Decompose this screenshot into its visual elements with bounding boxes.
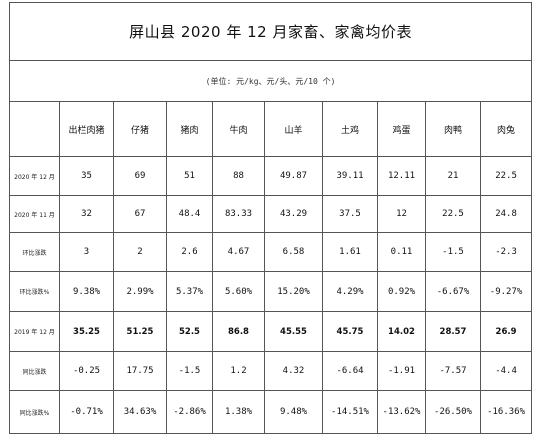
price-cell: 17.75	[113, 351, 167, 391]
price-cell: 6.58	[264, 232, 323, 272]
price-cell: 4.67	[212, 232, 265, 272]
price-cell: 22.5	[479, 156, 533, 196]
row-label: 2019 年 12 月	[9, 311, 60, 352]
price-cell: 48.4	[166, 195, 213, 233]
table-title: 屏山县 2020 年 12 月家畜、家禽均价表	[8, 2, 533, 61]
column-header: 鸡蛋	[377, 101, 426, 157]
price-cell: 1.61	[322, 232, 378, 272]
price-cell: 15.20%	[264, 271, 323, 312]
price-cell: 35	[59, 156, 114, 196]
table-row: 环比涨跌 3 2 2.6 4.67 6.58 1.61 0.11 -1.5 -2.3	[9, 232, 533, 272]
row-label: 2020 年 11 月	[9, 195, 60, 233]
column-header: 土鸡	[322, 101, 378, 157]
price-cell: 14.02	[377, 311, 426, 352]
price-cell: -1.5	[425, 232, 481, 272]
price-cell: -14.51%	[322, 390, 378, 434]
unit-note: (单位: 元/kg、元/头、元/10 个)	[8, 60, 533, 102]
price-cell: -16.36%	[479, 390, 533, 434]
row-label: 2020 年 12 月	[9, 156, 60, 196]
table-row: 2020 年 12 月 35 69 51 88 49.87 39.11 12.11 21 22.5	[9, 156, 533, 196]
table-row: 2020 年 11 月 32 67 48.4 83.33 43.29 37.5 12 22.5 2…	[9, 195, 533, 233]
price-cell: -7.57	[425, 351, 481, 391]
row-label: 环比涨跌	[9, 232, 60, 272]
price-cell: 1.38%	[212, 390, 265, 434]
price-cell: -0.25	[59, 351, 114, 391]
price-cell: -26.50%	[425, 390, 481, 434]
price-cell: 39.11	[322, 156, 378, 196]
price-cell: 4.32	[264, 351, 323, 391]
price-table: 屏山县 2020 年 12 月家畜、家禽均价表 (单位: 元/kg、元/头、元/…	[8, 2, 533, 434]
price-cell: 3	[59, 232, 114, 272]
price-cell: -13.62%	[377, 390, 426, 434]
price-cell: 43.29	[264, 195, 323, 233]
price-cell: 9.38%	[59, 271, 114, 312]
price-cell: 1.2	[212, 351, 265, 391]
row-label: 环比涨跌%	[9, 271, 60, 312]
row-label: 同比涨跌%	[9, 390, 60, 434]
row-label: 同比涨跌	[9, 351, 60, 391]
price-cell: 51	[166, 156, 213, 196]
column-header: 肉兔	[479, 101, 533, 157]
price-cell: -1.5	[166, 351, 213, 391]
price-cell: 32	[59, 195, 114, 233]
price-cell: 0.11	[377, 232, 426, 272]
price-cell: -1.91	[377, 351, 426, 391]
price-cell: -2.86%	[166, 390, 213, 434]
price-cell: 2	[113, 232, 167, 272]
price-cell: -0.71%	[59, 390, 114, 434]
column-header: 肉鸭	[425, 101, 481, 157]
price-cell: 45.55	[264, 311, 323, 352]
price-cell: 45.75	[322, 311, 378, 352]
column-header: 猪肉	[166, 101, 213, 157]
price-cell: 24.8	[479, 195, 533, 233]
price-cell: 51.25	[113, 311, 167, 352]
price-cell: 88	[212, 156, 265, 196]
table-row: 环比涨跌% 9.38% 2.99% 5.37% 5.60% 15.20% 4.29% 0.92…	[9, 271, 533, 312]
table-row: 同比涨跌 -0.25 17.75 -1.5 1.2 4.32 -6.64 -1.91 -7.57…	[9, 351, 533, 391]
price-cell: 52.5	[166, 311, 213, 352]
price-cell: -2.3	[479, 232, 533, 272]
price-cell: 2.6	[166, 232, 213, 272]
price-cell: -4.4	[479, 351, 533, 391]
price-cell: -6.67%	[425, 271, 481, 312]
price-cell: 12.11	[377, 156, 426, 196]
price-cell: 12	[377, 195, 426, 233]
price-cell: 2.99%	[113, 271, 167, 312]
price-cell: 69	[113, 156, 167, 196]
price-cell: 21	[425, 156, 481, 196]
table-row: 同比涨跌% -0.71% 34.63% -2.86% 1.38% 9.48% -14.51%…	[9, 390, 533, 434]
price-cell: 67	[113, 195, 167, 233]
column-header: 出栏肉猪	[59, 101, 114, 157]
price-cell: 5.60%	[212, 271, 265, 312]
price-cell: 9.48%	[264, 390, 323, 434]
column-header: 山羊	[264, 101, 323, 157]
price-cell: 4.29%	[322, 271, 378, 312]
price-cell: 22.5	[425, 195, 481, 233]
column-header: 牛肉	[212, 101, 265, 157]
corner-cell	[9, 101, 60, 157]
header-row: 出栏肉猪 仔猪 猪肉 牛肉 山羊 土鸡 鸡蛋 肉鸭 肉兔	[9, 101, 533, 157]
price-cell: 37.5	[322, 195, 378, 233]
price-cell: -9.27%	[479, 271, 533, 312]
price-cell: 49.87	[264, 156, 323, 196]
price-cell: -6.64	[322, 351, 378, 391]
price-cell: 35.25	[59, 311, 114, 352]
column-header: 仔猪	[113, 101, 167, 157]
price-cell: 26.9	[479, 311, 533, 352]
price-cell: 34.63%	[113, 390, 167, 434]
price-cell: 86.8	[212, 311, 265, 352]
price-cell: 28.57	[425, 311, 481, 352]
table-row: 2019 年 12 月 35.25 51.25 52.5 86.8 45.55 45.75 1…	[9, 311, 533, 352]
price-cell: 83.33	[212, 195, 265, 233]
price-cell: 0.92%	[377, 271, 426, 312]
price-cell: 5.37%	[166, 271, 213, 312]
